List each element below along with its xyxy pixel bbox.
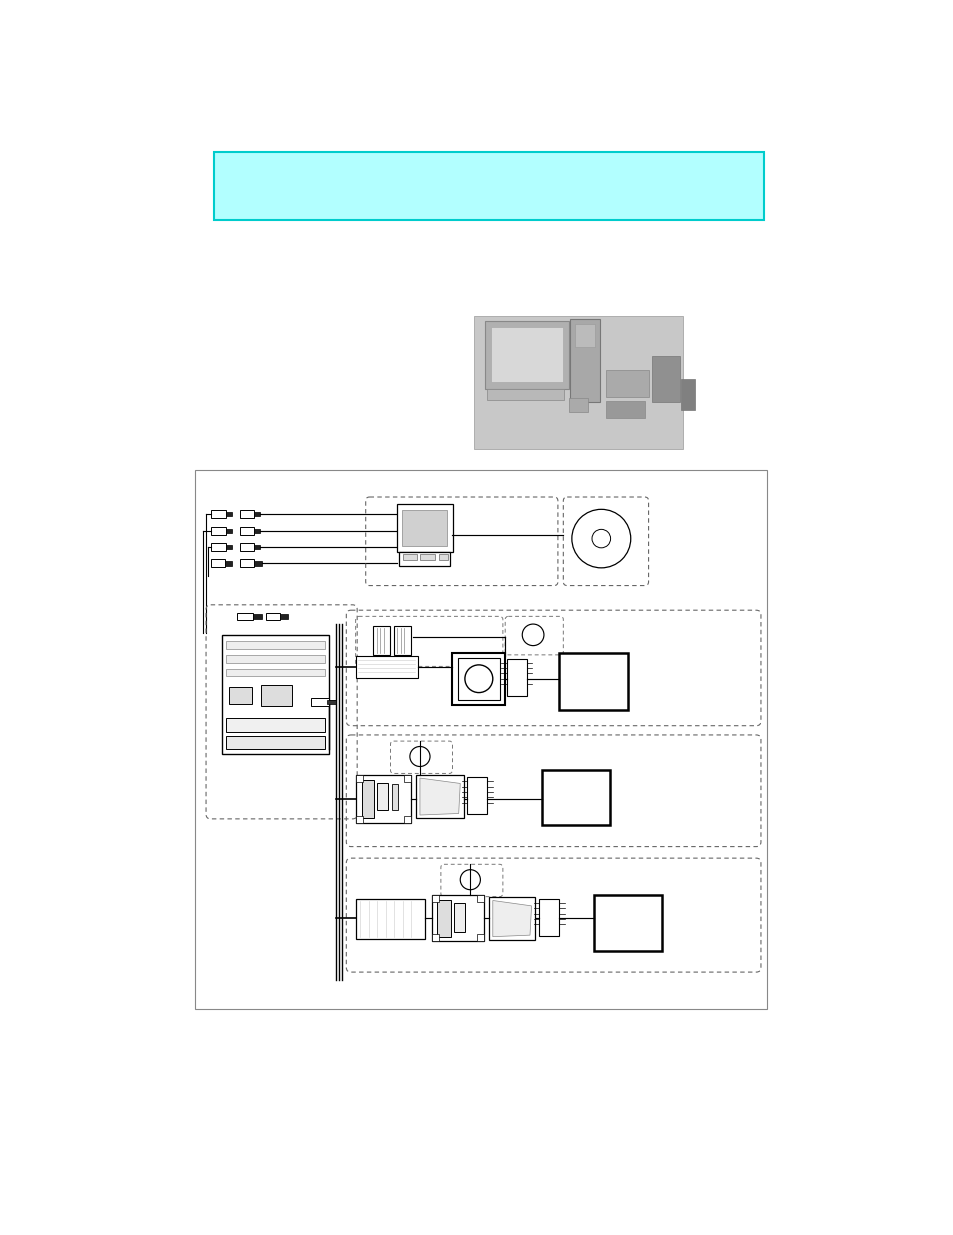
Bar: [240, 559, 253, 567]
Bar: [211, 559, 224, 567]
Bar: [416, 776, 464, 818]
Bar: [558, 652, 627, 710]
Bar: [226, 655, 325, 662]
Bar: [404, 776, 411, 782]
Bar: [431, 895, 438, 902]
Bar: [327, 699, 335, 704]
Bar: [226, 529, 233, 534]
Bar: [605, 370, 648, 396]
Bar: [213, 152, 763, 220]
Polygon shape: [419, 778, 459, 815]
Bar: [211, 527, 226, 535]
Bar: [226, 718, 325, 732]
Bar: [361, 779, 374, 818]
Bar: [240, 510, 253, 517]
Bar: [226, 668, 325, 677]
Bar: [402, 555, 416, 561]
Bar: [398, 552, 450, 566]
Bar: [419, 555, 435, 561]
Bar: [355, 816, 362, 823]
Bar: [593, 895, 661, 951]
Bar: [486, 389, 563, 400]
Bar: [467, 777, 487, 814]
Bar: [506, 658, 526, 695]
Bar: [355, 899, 425, 939]
Bar: [373, 626, 390, 655]
Bar: [396, 504, 452, 552]
Bar: [211, 543, 226, 551]
Bar: [457, 658, 499, 699]
Bar: [211, 510, 226, 517]
Bar: [253, 561, 261, 566]
Bar: [431, 935, 438, 941]
Bar: [568, 399, 587, 412]
Bar: [195, 471, 766, 1009]
Bar: [355, 776, 411, 823]
Bar: [311, 698, 329, 705]
Bar: [454, 903, 464, 932]
Bar: [261, 685, 292, 706]
Bar: [452, 652, 505, 705]
Bar: [355, 656, 417, 678]
Bar: [236, 613, 253, 620]
Bar: [491, 327, 562, 383]
Bar: [240, 543, 253, 551]
Bar: [476, 935, 484, 941]
Bar: [605, 401, 644, 417]
Bar: [229, 687, 252, 704]
Bar: [394, 626, 410, 655]
Bar: [253, 545, 260, 550]
Bar: [226, 736, 325, 748]
Bar: [253, 529, 260, 534]
Bar: [680, 379, 695, 410]
Bar: [280, 614, 288, 619]
Bar: [431, 895, 484, 941]
Bar: [488, 897, 535, 940]
Bar: [392, 784, 397, 810]
Bar: [377, 783, 388, 810]
Bar: [404, 816, 411, 823]
Bar: [240, 527, 253, 535]
Bar: [538, 899, 558, 936]
Bar: [476, 895, 484, 902]
Bar: [484, 321, 568, 389]
Bar: [226, 641, 325, 648]
Bar: [266, 613, 280, 620]
Bar: [226, 511, 233, 516]
Bar: [402, 510, 447, 546]
Bar: [541, 769, 609, 825]
Bar: [575, 324, 595, 347]
Bar: [438, 555, 447, 561]
Bar: [226, 545, 233, 550]
Polygon shape: [493, 900, 531, 936]
Bar: [652, 356, 679, 403]
Bar: [436, 900, 451, 936]
Bar: [222, 635, 329, 755]
Bar: [253, 614, 261, 619]
Bar: [224, 561, 233, 566]
Bar: [570, 319, 599, 403]
Bar: [253, 511, 260, 516]
Bar: [474, 316, 682, 448]
Bar: [355, 776, 362, 782]
